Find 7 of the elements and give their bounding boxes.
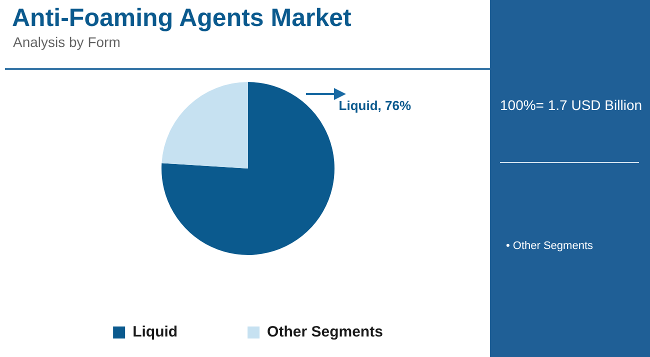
text: • Other Segments [506, 240, 594, 252]
data-label: Liquid, 76% [338, 98, 412, 113]
chart-title: Anti-Foaming Agents Market [12, 4, 352, 33]
text: 100%= 1.7 USD Billion [500, 97, 642, 113]
legend-label: Liquid [132, 324, 178, 341]
chart-subtitle: Analysis by Form [13, 34, 120, 50]
legend-label: Other Segments [267, 324, 383, 341]
